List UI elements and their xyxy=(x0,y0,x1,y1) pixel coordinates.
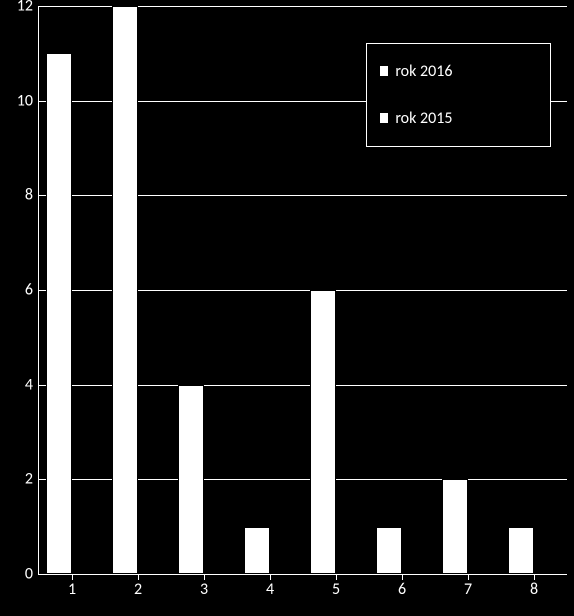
legend-label: rok 2016 xyxy=(395,62,452,81)
x-tick-label: 8 xyxy=(530,574,538,599)
x-tick-label: 2 xyxy=(134,574,142,599)
x-tick-label: 1 xyxy=(68,574,76,599)
bar xyxy=(508,527,534,574)
y-tick-label: 0 xyxy=(25,565,39,584)
bar xyxy=(244,527,270,574)
legend-item: rok 2016 xyxy=(379,62,537,81)
y-tick-label: 10 xyxy=(17,91,39,110)
x-tick-label: 3 xyxy=(200,574,208,599)
legend-swatch xyxy=(379,65,389,77)
x-tick-label: 5 xyxy=(332,574,340,599)
y-tick-label: 8 xyxy=(25,186,39,205)
x-tick-label: 6 xyxy=(398,574,406,599)
bar xyxy=(178,385,204,574)
y-tick-label: 2 xyxy=(25,470,39,489)
y-tick-label: 4 xyxy=(25,375,39,394)
x-tick-label: 4 xyxy=(266,574,274,599)
y-tick-label: 6 xyxy=(25,281,39,300)
legend-label: rok 2015 xyxy=(395,109,452,128)
bar xyxy=(376,527,402,574)
x-tick-label: 7 xyxy=(464,574,472,599)
bar-chart: 02468101212345678rok 2016rok 2015 xyxy=(0,0,574,616)
legend-swatch xyxy=(379,112,389,124)
y-tick-label: 12 xyxy=(17,0,39,16)
legend-item: rok 2015 xyxy=(379,109,537,128)
plot-area: 02468101212345678rok 2016rok 2015 xyxy=(38,6,567,575)
legend: rok 2016 rok 2015 xyxy=(366,43,550,147)
bar xyxy=(310,290,336,574)
bar xyxy=(112,6,138,574)
bar xyxy=(442,479,468,574)
bar xyxy=(46,53,72,574)
